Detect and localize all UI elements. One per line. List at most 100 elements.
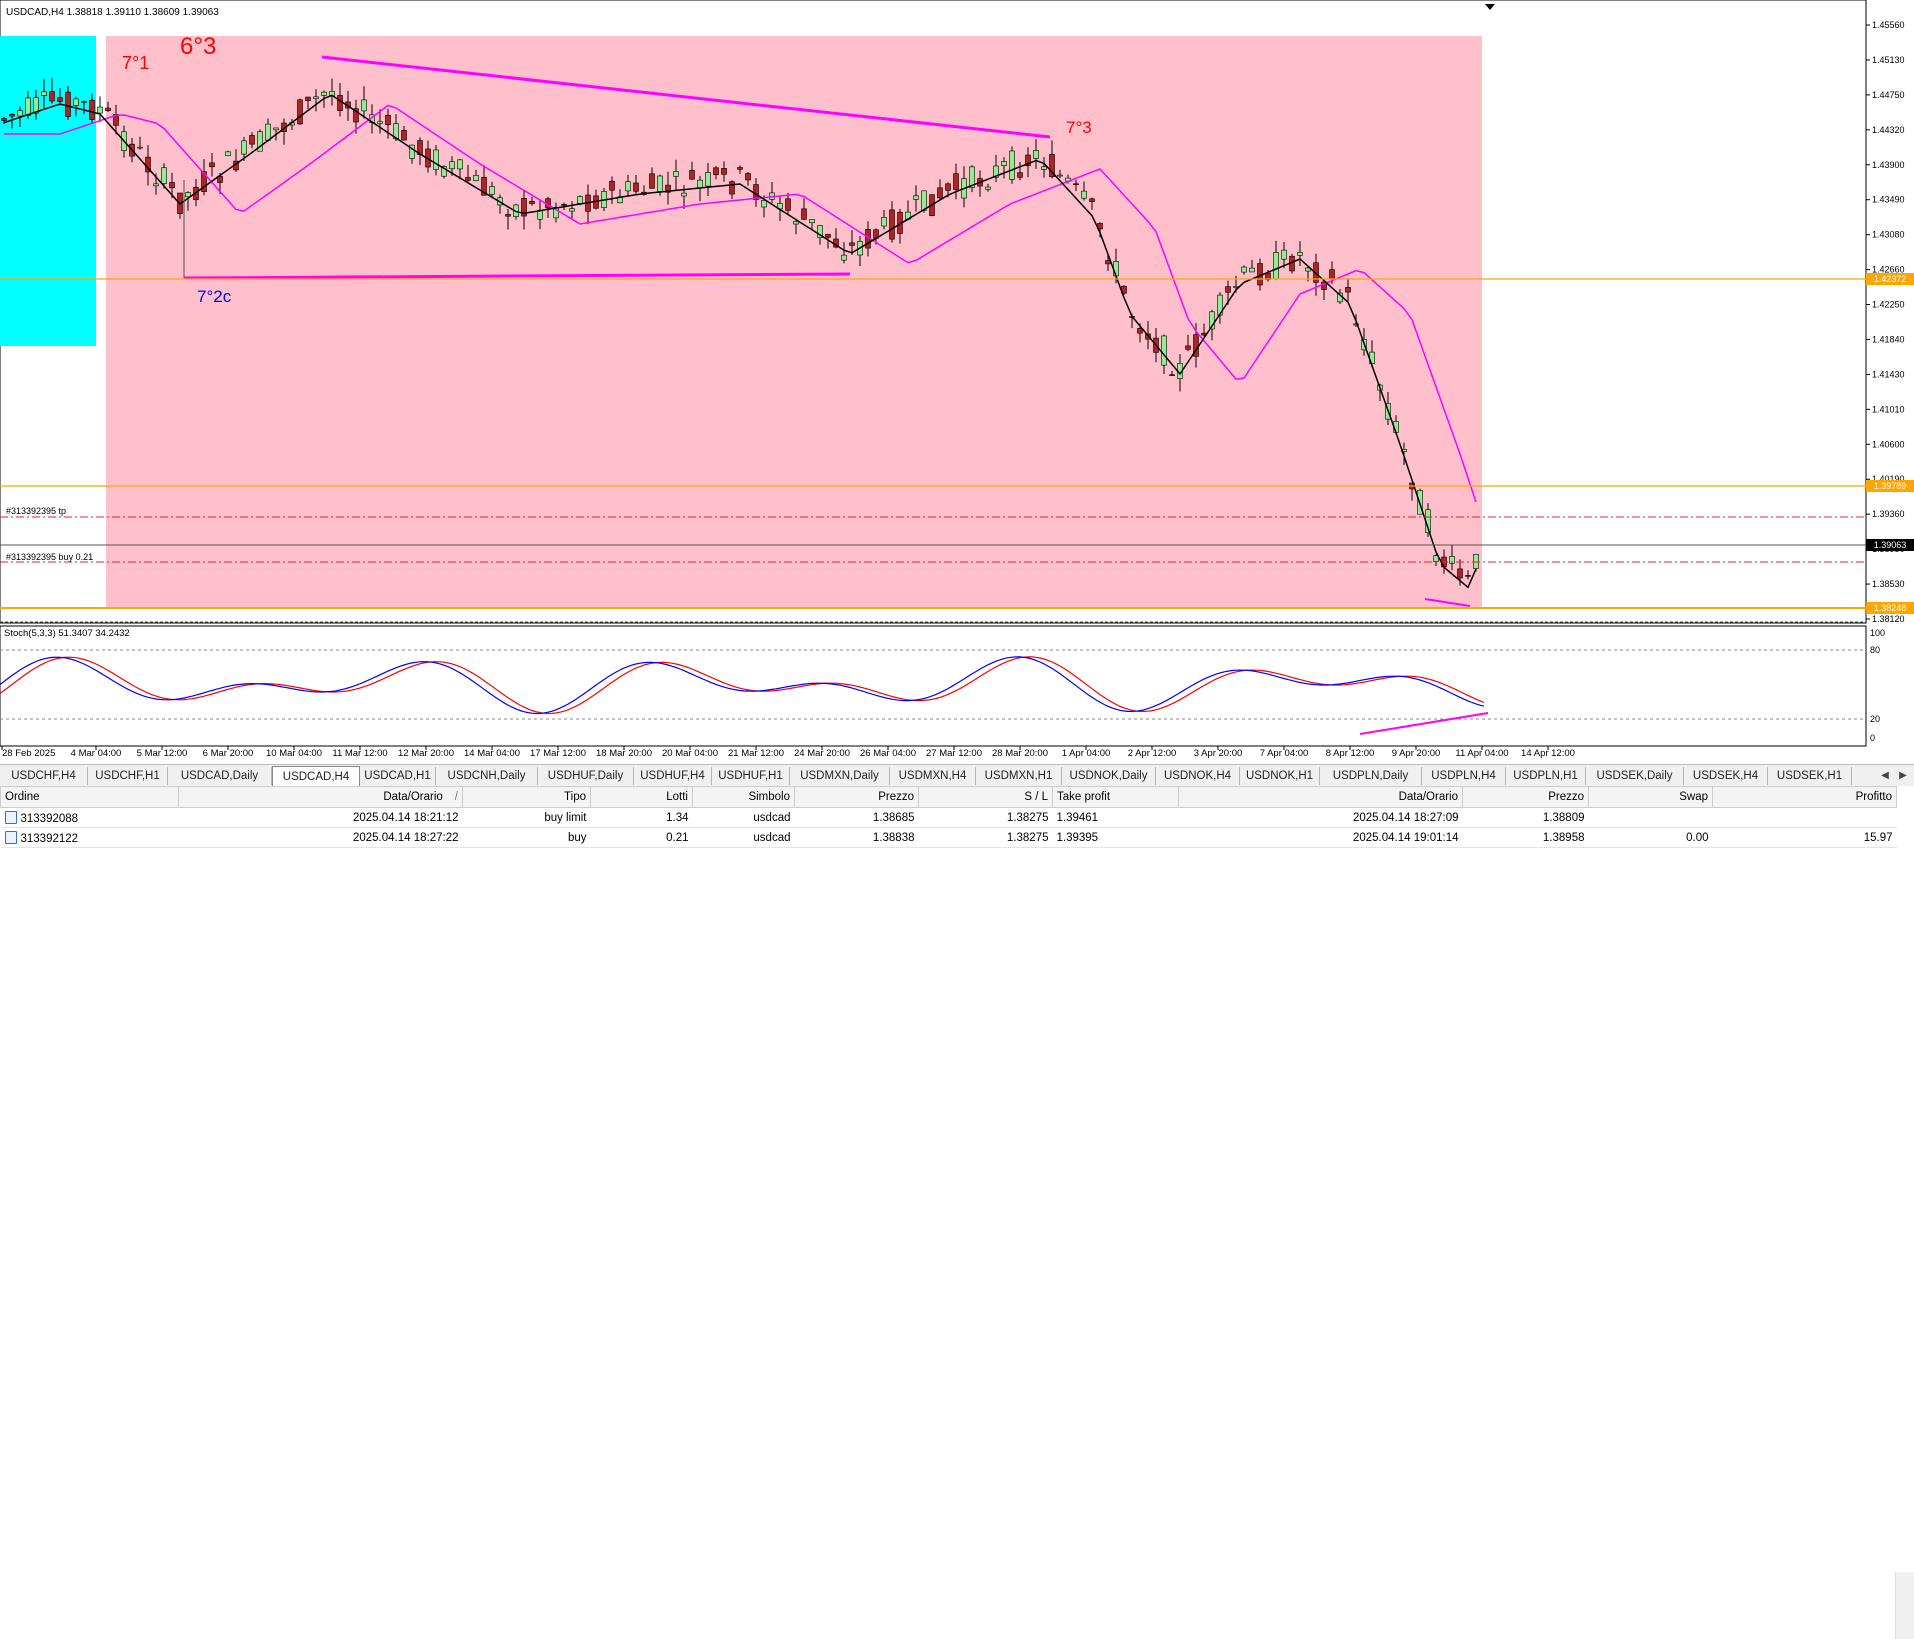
candle-body — [705, 172, 711, 187]
table-row[interactable]: 313392088 2025.04.14 18:21:12 buy limit 1.3… — [0, 807, 1897, 828]
candle-body — [377, 121, 383, 124]
tab-usdpln-daily[interactable]: USDPLN,Daily — [1320, 767, 1422, 785]
tab-usdhuf-h1[interactable]: USDHUF,H1 — [712, 767, 790, 785]
tab-usdpln-h4[interactable]: USDPLN,H4 — [1422, 767, 1506, 785]
candle-body — [481, 176, 487, 196]
candle-body — [689, 170, 695, 180]
candle-body — [9, 113, 15, 117]
table-cell: 2025.04.14 18:27:09 — [1178, 807, 1463, 828]
candle-body — [1185, 345, 1191, 350]
price-tick-label: 1.38530 — [1872, 579, 1905, 589]
table-row[interactable]: 313392122 2025.04.14 18:27:22 buy 0.21 usdca… — [0, 827, 1897, 848]
column-header-9[interactable]: Data/Orario — [1178, 786, 1463, 808]
column-header-3[interactable]: Tipo — [462, 786, 591, 808]
stoch-axis-100: 100 — [1870, 628, 1885, 638]
tab-scroll-left-icon[interactable]: ◀ — [1881, 770, 1889, 781]
candle-body — [169, 182, 175, 189]
tab-usdsek-daily[interactable]: USDSEK,Daily — [1586, 767, 1684, 785]
candle-body — [57, 97, 63, 102]
column-header-label: Take profit — [1057, 791, 1111, 803]
tab-usdmxn-h4[interactable]: USDMXN,H4 — [890, 767, 976, 785]
upper-line-price-badge — [1866, 273, 1914, 285]
tab-usdcad-daily[interactable]: USDCAD,Daily — [168, 767, 272, 785]
candle-body — [1273, 252, 1279, 280]
column-header-7[interactable]: S / L — [918, 786, 1053, 808]
candle-body — [465, 177, 471, 181]
tab-usdnok-h1[interactable]: USDNOK,H1 — [1240, 767, 1320, 785]
candle-body — [25, 97, 31, 116]
time-tick-label: 21 Mar 12:00 — [728, 748, 784, 759]
candle-body — [1249, 267, 1255, 273]
candle-body — [673, 171, 679, 177]
column-header-8[interactable]: Take profit — [1052, 786, 1179, 808]
table-cell: 2025.04.14 19:01:14 — [1178, 827, 1463, 848]
tab-usdchf-h1[interactable]: USDCHF,H1 — [88, 767, 168, 785]
tab-usdnok-h4[interactable]: USDNOK,H4 — [1156, 767, 1240, 785]
tab-usdhuf-h4[interactable]: USDHUF,H4 — [634, 767, 712, 785]
tab-usdmxn-daily[interactable]: USDMXN,Daily — [790, 767, 890, 785]
candle-body — [1329, 269, 1335, 280]
cell-value: usdcad — [753, 811, 791, 824]
stoch-main-line — [0, 656, 1485, 715]
annotation-7-1[interactable]: 7°1 — [122, 53, 149, 73]
price-chart[interactable]: 1.45560 1.45130 1.44750 1.44320 1.43900 1.434… — [0, 0, 1914, 764]
tab-usdcad-h4[interactable]: USDCAD,H4 — [272, 766, 360, 786]
column-header-label: S / L — [1024, 791, 1048, 803]
table-cell: usdcad — [692, 807, 795, 828]
candle-body — [1041, 166, 1047, 170]
stoch-axis-20: 20 — [1870, 714, 1880, 724]
tab-usdcad-h1[interactable]: USDCAD,H1 — [360, 767, 436, 785]
price-divergence-line[interactable] — [1424, 598, 1471, 607]
candle-body — [1113, 261, 1119, 277]
candle-body — [385, 114, 391, 126]
column-header-4[interactable]: Lotti — [590, 786, 693, 808]
price-tick-label: 1.42250 — [1872, 300, 1905, 310]
annotation-7-2c[interactable]: 7°2c — [197, 287, 232, 306]
tab-usdmxn-h1[interactable]: USDMXN,H1 — [976, 767, 1062, 785]
tab-usdhuf-daily[interactable]: USDHUF,Daily — [538, 767, 634, 785]
candle-body — [793, 221, 799, 225]
tab-usdsek-h4[interactable]: USDSEK,H4 — [1684, 767, 1768, 785]
column-header-10[interactable]: Prezzo — [1462, 786, 1589, 808]
time-tick-label: 27 Mar 12:00 — [926, 748, 982, 759]
tab-usdsek-h1[interactable]: USDSEK,H1 — [1768, 767, 1852, 785]
column-header-6[interactable]: Prezzo — [794, 786, 919, 808]
trendline-upper[interactable] — [321, 55, 1051, 139]
cell-value: buy — [567, 831, 587, 844]
tab-usdcnh-daily[interactable]: USDCNH,Daily — [436, 767, 538, 785]
trendline-lower[interactable] — [183, 272, 851, 280]
column-header-12[interactable]: Profitto — [1712, 786, 1897, 808]
candle-body — [649, 173, 655, 189]
tab-scroll-right-icon[interactable]: ▶ — [1899, 770, 1907, 781]
candle-body — [721, 168, 727, 175]
column-header-2[interactable]: Data/Orario / — [178, 786, 463, 808]
price-tick-label: 1.40600 — [1872, 439, 1905, 449]
table-cell: 313392122 — [0, 827, 179, 848]
orders-scrollbar[interactable] — [1895, 1572, 1914, 1639]
cell-value: 1.38809 — [1542, 811, 1585, 824]
stoch-axis-0: 0 — [1870, 733, 1875, 743]
slow-moving-average — [4, 104, 1477, 503]
cell-value: 0.00 — [1686, 831, 1709, 844]
annotation-7-3[interactable]: 7°3 — [1066, 118, 1092, 137]
candle-body — [881, 217, 887, 227]
annotation-6-3[interactable]: 6°3 — [180, 33, 216, 60]
table-cell: 1.38275 — [918, 827, 1053, 848]
candle-body — [297, 99, 303, 125]
time-tick-label: 28 Feb 2025 — [2, 748, 55, 759]
column-header-1[interactable]: Ordine — [0, 786, 179, 808]
cell-value: 2025.04.14 18:27:09 — [1352, 811, 1459, 824]
tab-usdchf-h4[interactable]: USDCHF,H4 — [0, 767, 88, 785]
tab-usdnok-daily[interactable]: USDNOK,Daily — [1062, 767, 1156, 785]
candle-body — [745, 173, 751, 181]
candle-body — [137, 146, 143, 149]
column-header-5[interactable]: Simbolo — [692, 786, 795, 808]
column-header-11[interactable]: Swap — [1588, 786, 1713, 808]
column-header-label: Swap — [1679, 791, 1708, 803]
candle-body — [153, 183, 159, 187]
candle-body — [825, 233, 831, 238]
tab-usdpln-h1[interactable]: USDPLN,H1 — [1506, 767, 1586, 785]
stoch-divergence-line[interactable] — [1359, 712, 1489, 735]
mid-line-price: 1.39789 — [1874, 481, 1907, 491]
stoch-signal-line — [0, 656, 1485, 715]
